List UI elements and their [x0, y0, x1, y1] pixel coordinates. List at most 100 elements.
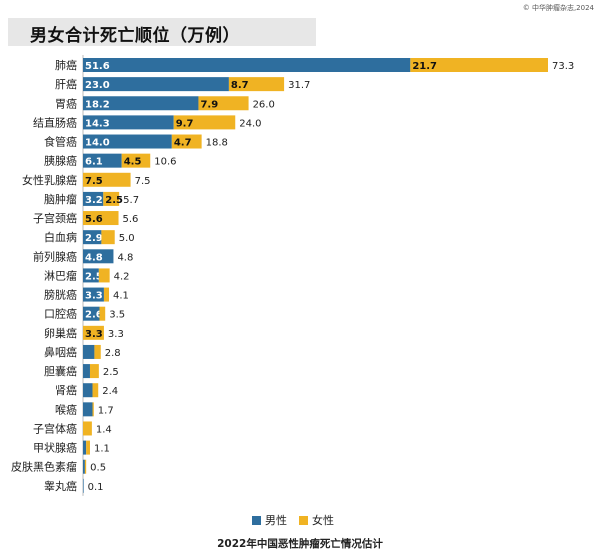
value-label-male: 2.9	[85, 233, 103, 244]
bar-female	[121, 153, 151, 168]
bar-male	[83, 96, 199, 111]
bar-female	[92, 383, 99, 398]
bar-male	[83, 58, 411, 72]
category-label: 前列腺癌	[33, 249, 77, 263]
value-label-male: 3.2	[85, 195, 103, 206]
category-label: 卵巢癌	[44, 326, 77, 340]
total-label: 2.8	[105, 348, 121, 359]
bar-male	[83, 134, 172, 149]
bar-female	[98, 268, 110, 283]
bar-male	[83, 344, 95, 359]
total-label: 4.8	[117, 252, 133, 263]
bar-male	[83, 249, 114, 264]
bar-female	[198, 96, 249, 111]
legend-item-female: 女性	[299, 512, 334, 528]
total-label: 5.6	[123, 214, 139, 225]
legend: 男性 女性	[252, 512, 346, 528]
total-label: 1.1	[94, 444, 110, 455]
bar-female	[92, 402, 94, 417]
total-label: 18.8	[206, 138, 228, 149]
total-label: 26.0	[253, 99, 275, 110]
category-label: 胃癌	[55, 96, 77, 110]
total-label: 5.7	[123, 195, 139, 206]
value-label-male: 51.6	[85, 61, 110, 72]
category-label: 结直肠癌	[33, 115, 77, 129]
value-label-male: 14.3	[85, 118, 110, 129]
total-label: 1.4	[96, 424, 112, 435]
bar-female	[83, 325, 104, 340]
value-label-female: 2.5	[105, 195, 123, 206]
value-label-female: 5.6	[85, 214, 103, 225]
category-label: 胆囊癌	[44, 364, 77, 378]
total-label: 2.5	[103, 367, 119, 378]
value-label-male: 18.2	[85, 99, 110, 110]
category-label: 子宫颈癌	[33, 211, 77, 225]
bar-female	[94, 344, 101, 359]
chart-caption: 2022年中国恶性肿瘤死亡情况估计	[217, 538, 383, 550]
legend-swatch-male	[252, 515, 261, 525]
bar-male	[83, 440, 87, 455]
bar-male	[83, 383, 93, 398]
category-label: 睾丸癌	[44, 479, 77, 493]
legend-swatch-female	[299, 515, 308, 525]
value-label-female: 4.7	[174, 138, 192, 149]
value-label-female: 8.7	[231, 80, 249, 91]
legend-label-female: 女性	[312, 514, 334, 527]
category-label: 女性乳腺癌	[22, 173, 77, 187]
category-label: 胰腺癌	[44, 154, 77, 168]
value-label-female: 7.5	[85, 176, 103, 187]
total-label: 7.5	[135, 176, 151, 187]
bar-female	[99, 306, 106, 321]
bar-female	[103, 191, 120, 206]
legend-item-male: 男性	[252, 512, 287, 528]
category-label: 脑肿瘤	[44, 192, 77, 206]
total-label: 24.0	[239, 118, 261, 129]
category-label: 子宫体癌	[33, 421, 77, 435]
total-label: 31.7	[288, 80, 310, 91]
bar-male	[83, 459, 85, 474]
total-label: 3.3	[108, 329, 124, 340]
bar-female	[89, 364, 99, 379]
value-label-female: 7.9	[200, 99, 218, 110]
value-label-male: 23.0	[85, 80, 110, 91]
legend-label-male: 男性	[265, 514, 287, 527]
bar-male	[83, 306, 100, 321]
bar-male	[83, 115, 174, 130]
bar-female	[83, 172, 131, 187]
total-label: 1.7	[98, 405, 114, 416]
value-label-male: 3.3	[85, 291, 103, 302]
total-label: 73.3	[552, 61, 574, 72]
value-label-male: 2.5	[85, 271, 103, 282]
category-label: 食管癌	[44, 135, 77, 149]
total-label: 4.1	[113, 291, 129, 302]
bar-female	[171, 134, 202, 149]
bar-male	[83, 287, 104, 302]
bar-female	[83, 421, 92, 436]
bar-male	[83, 402, 93, 417]
bar-female	[228, 77, 285, 92]
value-label-female: 3.3	[85, 329, 103, 340]
bar-female	[83, 211, 119, 226]
value-label-male: 4.8	[85, 252, 103, 263]
source-credit: © 中华肿瘤杂志,2024	[522, 4, 594, 12]
bar-male	[83, 478, 84, 493]
bar-female	[84, 459, 87, 474]
bar-male	[83, 268, 99, 283]
value-label-male: 2.6	[85, 310, 103, 321]
bar-female	[103, 287, 110, 302]
bar-female	[173, 115, 236, 130]
value-label-female: 9.7	[176, 118, 194, 129]
bar-female	[101, 230, 115, 245]
total-label: 5.0	[119, 233, 135, 244]
category-label: 皮肤黑色素瘤	[11, 460, 77, 474]
category-label: 甲状腺癌	[33, 441, 77, 455]
bar-male	[83, 77, 229, 92]
chart-title: 男女合计死亡顺位（万例）	[30, 26, 240, 46]
total-label: 10.6	[154, 157, 176, 168]
category-label: 白血病	[44, 230, 77, 244]
category-label: 肝癌	[55, 77, 77, 91]
category-label: 淋巴瘤	[44, 268, 77, 282]
category-label: 肺癌	[55, 58, 77, 72]
bar-male	[83, 230, 102, 245]
value-label-male: 14.0	[85, 138, 110, 149]
